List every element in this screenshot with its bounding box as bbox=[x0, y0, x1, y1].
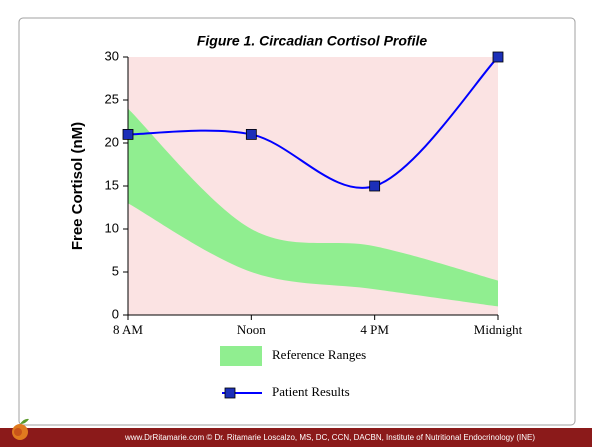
point-marker bbox=[492, 51, 504, 63]
series-line bbox=[127, 56, 499, 189]
y-tick-label: 10 bbox=[105, 220, 119, 235]
y-tick-label: 0 bbox=[112, 306, 119, 321]
y-tick-label: 25 bbox=[105, 91, 119, 106]
point-marker bbox=[369, 180, 381, 192]
legend-marker bbox=[224, 387, 236, 399]
point-marker bbox=[122, 128, 134, 140]
reference-band bbox=[128, 108, 498, 307]
legend-label: Patient Results bbox=[272, 384, 350, 399]
chart-title: Figure 1. Circadian Cortisol Profile bbox=[197, 33, 427, 49]
footer-text: www.DrRitamarie.com © Dr. Ritamarie Losc… bbox=[124, 433, 535, 442]
x-tick-label: 4 PM bbox=[360, 322, 389, 337]
legend-label: Reference Ranges bbox=[272, 347, 366, 362]
y-tick-label: 15 bbox=[105, 177, 119, 192]
x-tick-label: Midnight bbox=[474, 322, 523, 337]
y-tick-label: 20 bbox=[105, 134, 119, 149]
x-tick-label: 8 AM bbox=[113, 322, 143, 337]
y-tick-label: 30 bbox=[105, 48, 119, 63]
x-tick-label: Noon bbox=[237, 322, 266, 337]
point-marker bbox=[245, 128, 257, 140]
footer-bar bbox=[0, 428, 592, 447]
logo bbox=[12, 418, 29, 440]
legend-swatch bbox=[220, 346, 262, 366]
y-tick-label: 5 bbox=[112, 263, 119, 278]
plot bbox=[123, 56, 499, 320]
y-axis-label: Free Cortisol (nM) bbox=[69, 122, 86, 250]
